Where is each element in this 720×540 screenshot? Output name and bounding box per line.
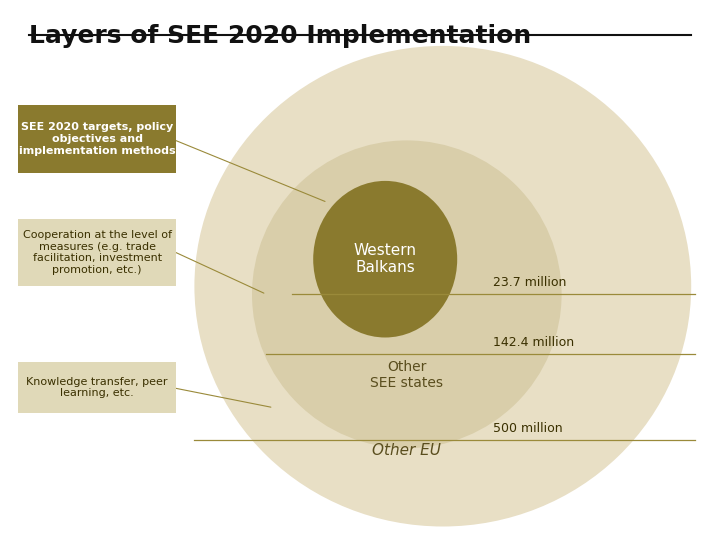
Text: 23.7 million: 23.7 million: [493, 276, 567, 289]
Ellipse shape: [194, 46, 691, 526]
Text: Other EU: Other EU: [372, 443, 441, 458]
Text: SEE 2020 targets, policy
objectives and
implementation methods: SEE 2020 targets, policy objectives and …: [19, 123, 176, 156]
Text: 142.4 million: 142.4 million: [493, 336, 575, 349]
Text: Layers of SEE 2020 Implementation: Layers of SEE 2020 Implementation: [29, 24, 531, 48]
Ellipse shape: [252, 140, 562, 448]
FancyBboxPatch shape: [18, 105, 176, 173]
Ellipse shape: [313, 181, 457, 338]
Text: Knowledge transfer, peer
learning, etc.: Knowledge transfer, peer learning, etc.: [27, 377, 168, 399]
Text: 500 million: 500 million: [493, 422, 563, 435]
Text: Western
Balkans: Western Balkans: [354, 243, 417, 275]
FancyBboxPatch shape: [18, 362, 176, 413]
Text: Other
SEE states: Other SEE states: [370, 360, 444, 390]
Text: Cooperation at the level of
measures (e.g. trade
facilitation, investment
promot: Cooperation at the level of measures (e.…: [23, 230, 171, 275]
FancyBboxPatch shape: [18, 219, 176, 286]
